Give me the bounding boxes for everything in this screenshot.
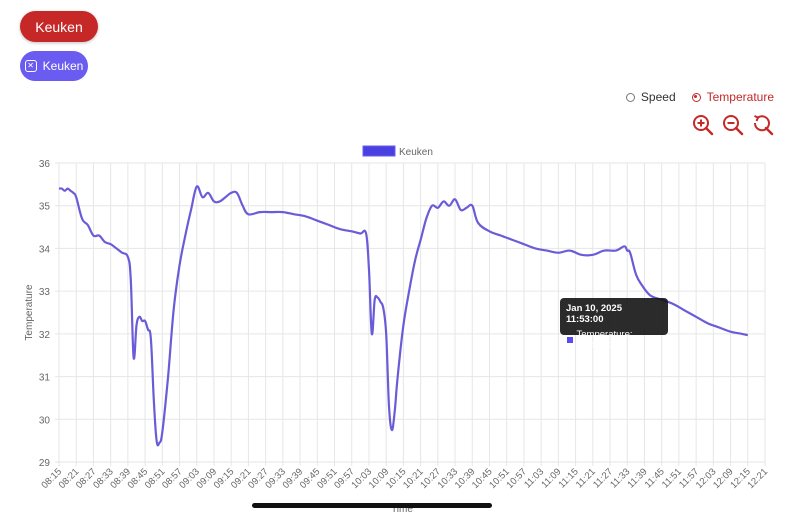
tooltip-value: Temperature: 32.41°C — [576, 329, 633, 351]
metric-radio-group: Speed Temperature — [625, 90, 774, 104]
radio-circle-selected[interactable] — [691, 92, 701, 102]
chart-svg[interactable]: 293031323334353608:1508:2108:2708:3308:3… — [0, 140, 800, 516]
temperature-chart[interactable]: 29 30 31 32 33 34 35 36 08:15 08:21 08:27 08:33 08:3… — [0, 140, 800, 516]
keuken-series-chip[interactable]: ✕ Keuken — [20, 51, 88, 81]
legend-swatch — [362, 145, 396, 157]
radio-temperature-label: Temperature — [706, 90, 774, 104]
y-tick-label: 31 — [39, 373, 51, 384]
y-axis-title: Temperature — [24, 284, 35, 341]
y-tick-label: 35 — [39, 202, 51, 213]
series-line-keuken — [58, 185, 749, 447]
zoom-in-icon[interactable] — [692, 114, 714, 136]
chip-label: Keuken — [42, 59, 84, 73]
tooltip-title: Jan 10, 2025 11:53:00 — [566, 303, 622, 325]
radio-speed[interactable]: Speed — [625, 90, 676, 104]
y-tick-label: 30 — [39, 415, 51, 426]
y-tick-label: 34 — [39, 244, 51, 255]
zoom-reset-icon[interactable] — [752, 114, 774, 136]
zoom-out-icon[interactable] — [722, 114, 744, 136]
home-indicator — [252, 503, 492, 508]
legend-label: Keuken — [399, 147, 433, 158]
radio-speed-label: Speed — [640, 90, 676, 104]
x-axis-title: Time — [391, 504, 413, 515]
y-tick-label: 32 — [39, 330, 51, 341]
chart-tooltip: Jan 10, 2025 11:53:00 Temperature: 32.41… — [560, 298, 668, 351]
keuken-button[interactable]: Keuken — [20, 11, 98, 42]
radio-temperature[interactable]: Temperature — [691, 90, 774, 104]
zoom-toolbar — [692, 114, 774, 136]
y-tick-label: 33 — [39, 287, 51, 298]
tooltip-swatch — [566, 336, 574, 344]
radio-circle[interactable] — [625, 92, 635, 102]
y-tick-label: 36 — [39, 159, 51, 170]
close-box-icon[interactable]: ✕ — [24, 60, 37, 72]
y-tick-label: 29 — [39, 458, 51, 469]
x-tick-label: 12:21 — [746, 466, 771, 491]
